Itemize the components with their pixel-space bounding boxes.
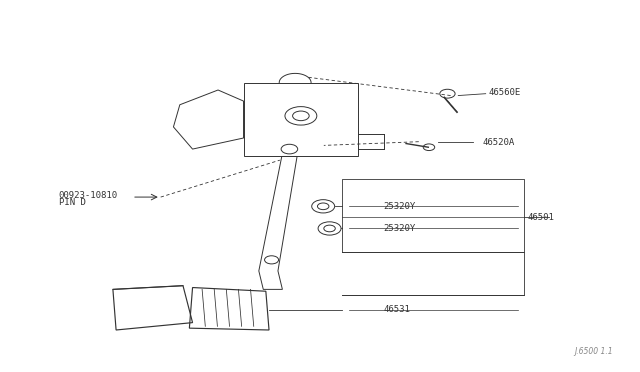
- Text: 46501: 46501: [527, 213, 554, 222]
- Text: 46520A: 46520A: [483, 138, 515, 147]
- Text: J.6500 1.1: J.6500 1.1: [575, 347, 613, 356]
- Text: 46531: 46531: [384, 305, 411, 314]
- Text: 00923-10810: 00923-10810: [59, 191, 118, 200]
- Text: 46560E: 46560E: [489, 89, 521, 97]
- Text: PIN D: PIN D: [59, 198, 86, 207]
- Text: 25320Y: 25320Y: [384, 202, 416, 211]
- Text: 25320Y: 25320Y: [384, 224, 416, 233]
